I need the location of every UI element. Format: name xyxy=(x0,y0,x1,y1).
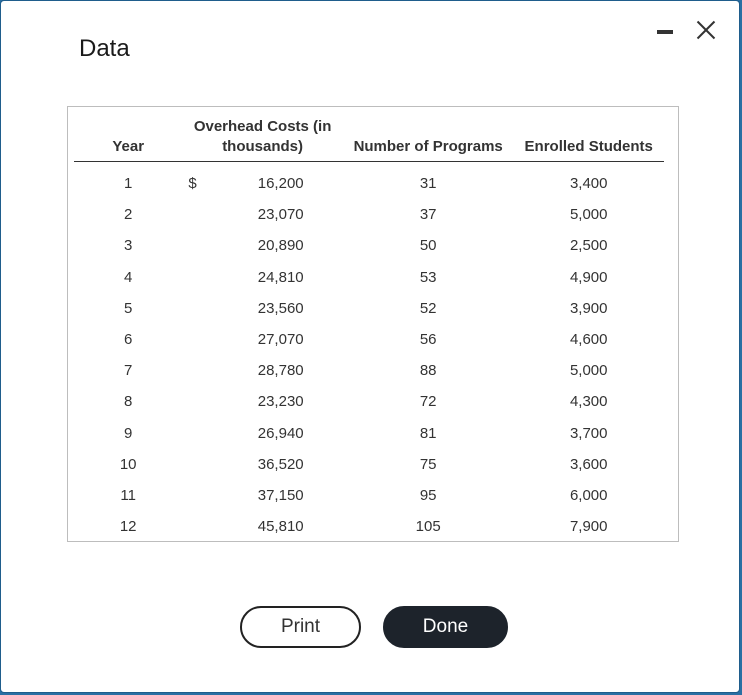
overhead-cost-cell: 24,810 xyxy=(257,268,304,286)
header-overhead-costs: Overhead Costs (in thousands) xyxy=(182,117,343,162)
header-overhead-label: Overhead Costs (in thousands) xyxy=(193,118,332,155)
currency-cell xyxy=(182,230,218,261)
done-button[interactable]: Done xyxy=(383,606,508,648)
overhead-cost-cell: 20,890 xyxy=(257,237,304,255)
year-cell: 2 xyxy=(124,206,133,224)
overhead-cost-cell: 28,780 xyxy=(257,362,304,380)
print-button[interactable]: Print xyxy=(240,606,361,648)
currency-cell xyxy=(182,418,218,449)
overhead-cost-cell: 23,230 xyxy=(257,393,304,411)
data-table-container: Year Overhead Costs (in thousands) Numbe… xyxy=(67,106,679,542)
programs-cell: 52 xyxy=(419,299,437,317)
programs-cell: 53 xyxy=(419,268,437,286)
header-year: Year xyxy=(74,117,183,162)
students-cell: 3,400 xyxy=(569,175,608,193)
programs-cell: 95 xyxy=(419,486,437,504)
currency-cell xyxy=(182,355,218,386)
table-row: 4 24,810 53 4,900 xyxy=(74,262,664,293)
overhead-cost-cell: 45,810 xyxy=(257,518,304,536)
programs-cell: 31 xyxy=(419,175,437,193)
students-cell: 4,600 xyxy=(569,331,608,349)
overhead-cost-cell: 16,200 xyxy=(257,175,304,193)
year-cell: 7 xyxy=(124,362,133,380)
programs-cell: 72 xyxy=(419,393,437,411)
table-row: 11 37,150 95 6,000 xyxy=(74,480,664,511)
programs-cell: 81 xyxy=(419,424,437,442)
year-cell: 1 xyxy=(124,175,133,193)
table-row: 5 23,560 52 3,900 xyxy=(74,293,664,324)
overhead-cost-cell: 23,560 xyxy=(257,299,304,317)
data-table: Year Overhead Costs (in thousands) Numbe… xyxy=(74,117,664,542)
currency-cell xyxy=(182,386,218,417)
overhead-cost-cell: 27,070 xyxy=(257,331,304,349)
header-programs: Number of Programs xyxy=(342,117,514,162)
table-row: 3 20,890 50 2,500 xyxy=(74,230,664,261)
table-row: 6 27,070 56 4,600 xyxy=(74,324,664,355)
header-students: Enrolled Students xyxy=(513,117,664,162)
programs-cell: 75 xyxy=(419,455,437,473)
programs-cell: 50 xyxy=(419,237,437,255)
currency-cell xyxy=(182,449,218,480)
programs-cell: 56 xyxy=(419,331,437,349)
year-cell: 6 xyxy=(124,331,133,349)
table-row: 9 26,940 81 3,700 xyxy=(74,418,664,449)
year-cell: 8 xyxy=(124,393,133,411)
programs-cell: 105 xyxy=(415,518,441,536)
year-cell: 5 xyxy=(124,299,133,317)
dialog-title: Data xyxy=(79,35,130,62)
year-cell: 12 xyxy=(119,518,137,536)
currency-cell xyxy=(182,480,218,511)
table-row: 1 $16,200 31 3,400 xyxy=(74,162,664,200)
overhead-cost-cell: 23,070 xyxy=(257,206,304,224)
students-cell: 3,600 xyxy=(569,455,608,473)
students-cell: 4,300 xyxy=(569,393,608,411)
students-cell: 7,900 xyxy=(569,518,608,536)
year-cell: 3 xyxy=(124,237,133,255)
programs-cell: 37 xyxy=(419,206,437,224)
overhead-cost-cell: 36,520 xyxy=(257,455,304,473)
students-cell: 2,500 xyxy=(569,237,608,255)
table-body: 1 $16,200 31 3,400 2 23,070 37 5,000 3 20,890 50 2,… xyxy=(74,162,664,543)
overhead-cost-cell: 26,940 xyxy=(257,424,304,442)
students-cell: 3,900 xyxy=(569,299,608,317)
currency-cell xyxy=(182,511,218,542)
students-cell: 4,900 xyxy=(569,268,608,286)
students-cell: 5,000 xyxy=(569,206,608,224)
year-cell: 4 xyxy=(124,268,133,286)
table-row: 7 28,780 88 5,000 xyxy=(74,355,664,386)
close-icon[interactable] xyxy=(695,19,717,41)
programs-cell: 88 xyxy=(419,362,437,380)
year-cell: 10 xyxy=(119,455,137,473)
year-cell: 9 xyxy=(124,424,133,442)
table-row: 2 23,070 37 5,000 xyxy=(74,199,664,230)
currency-cell xyxy=(182,324,218,355)
overhead-cost-cell: 37,150 xyxy=(257,486,304,504)
table-row: 10 36,520 75 3,600 xyxy=(74,449,664,480)
currency-cell xyxy=(182,199,218,230)
table-row: 12 45,810 105 7,900 xyxy=(74,511,664,542)
students-cell: 5,000 xyxy=(569,362,608,380)
table-row: 8 23,230 72 4,300 xyxy=(74,386,664,417)
students-cell: 6,000 xyxy=(569,486,608,504)
minimize-icon[interactable] xyxy=(657,30,673,34)
currency-cell xyxy=(182,293,218,324)
students-cell: 3,700 xyxy=(569,424,608,442)
currency-cell xyxy=(182,262,218,293)
year-cell: 11 xyxy=(120,486,136,504)
currency-cell: $ xyxy=(188,175,197,193)
window-controls xyxy=(657,19,717,41)
